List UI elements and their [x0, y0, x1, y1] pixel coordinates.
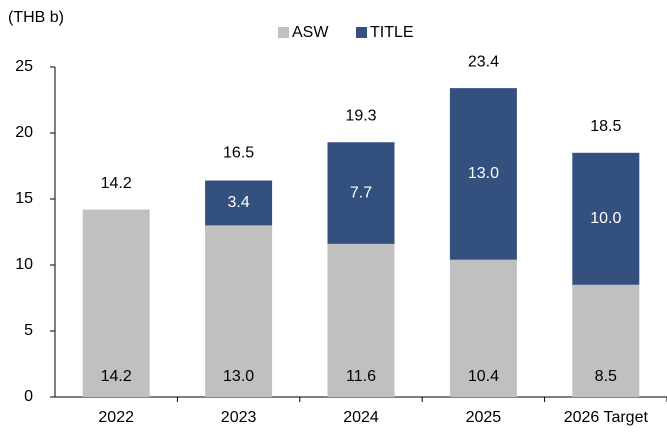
value-label: 7.7 — [350, 184, 372, 201]
total-label: 14.2 — [101, 175, 132, 192]
x-tick-label: 2023 — [221, 409, 257, 426]
y-tick-label: 5 — [24, 322, 33, 339]
x-tick-label: 2022 — [98, 409, 134, 426]
legend-label: ASW — [292, 24, 329, 41]
x-tick-label: 2025 — [466, 409, 502, 426]
legend-label: TITLE — [370, 24, 414, 41]
bar-segment — [205, 225, 273, 397]
value-label: 11.6 — [346, 368, 376, 385]
x-tick-label: 2024 — [343, 409, 379, 426]
total-label: 16.5 — [223, 144, 254, 161]
bar-segment — [449, 259, 517, 397]
value-label: 10.4 — [468, 368, 499, 385]
y-tick-label: 20 — [15, 124, 33, 141]
value-label: 8.5 — [595, 368, 617, 385]
y-tick-label: 25 — [15, 58, 33, 75]
total-label: 18.5 — [590, 118, 621, 135]
total-label: 19.3 — [345, 107, 376, 124]
legend-swatch — [356, 27, 367, 38]
y-tick-label: 10 — [15, 256, 33, 273]
bar-segment — [205, 180, 273, 226]
value-label: 14.2 — [101, 368, 132, 385]
x-tick-label: 2026 Target — [564, 409, 649, 426]
y-tick-label: 0 — [24, 388, 33, 405]
total-label: 23.4 — [468, 53, 499, 70]
bar-segment — [572, 284, 640, 397]
legend-swatch — [278, 27, 289, 38]
bar-segment — [82, 209, 150, 397]
value-label: 10.0 — [590, 210, 621, 227]
bar-segment — [449, 88, 517, 260]
value-label: 3.4 — [227, 194, 249, 211]
value-label: 13.0 — [468, 165, 499, 182]
value-label: 13.0 — [223, 368, 254, 385]
bar-segment — [327, 243, 395, 397]
bar-segment — [572, 152, 640, 285]
y-tick-label: 15 — [15, 190, 33, 207]
y-axis-label: (THB b) — [8, 9, 64, 26]
bar-segment — [327, 142, 395, 244]
